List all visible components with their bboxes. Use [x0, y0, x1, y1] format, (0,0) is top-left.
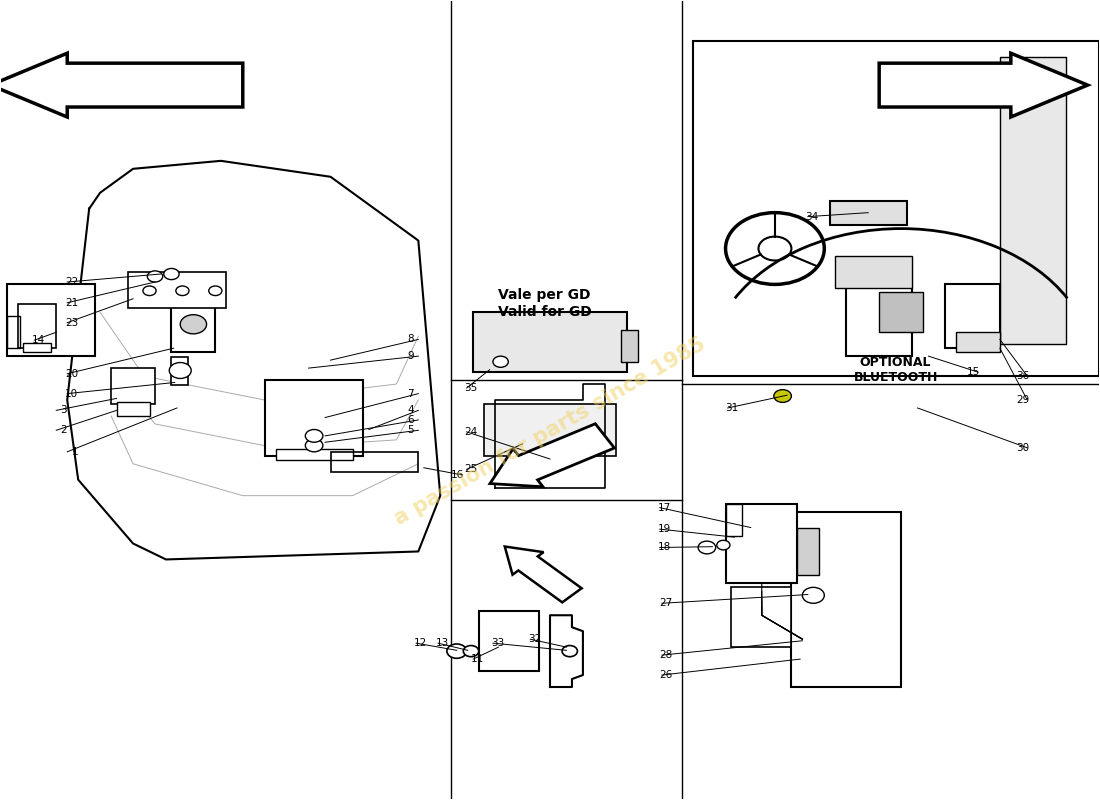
Circle shape	[447, 644, 466, 658]
FancyArrow shape	[0, 54, 243, 117]
Circle shape	[493, 356, 508, 367]
Bar	[128, 273, 227, 308]
Bar	[111, 368, 155, 404]
Circle shape	[541, 458, 559, 470]
Bar	[331, 452, 418, 472]
Text: 30: 30	[1016, 443, 1030, 453]
Text: 35: 35	[464, 383, 477, 393]
Bar	[835, 257, 912, 288]
Text: 3: 3	[60, 406, 67, 415]
Text: 19: 19	[658, 524, 671, 534]
Bar	[846, 261, 912, 356]
Circle shape	[306, 439, 323, 452]
Bar	[484, 404, 616, 456]
FancyArrow shape	[505, 546, 582, 602]
Text: 21: 21	[65, 298, 78, 308]
Text: OPTIONAL
BLUETOOTH: OPTIONAL BLUETOOTH	[854, 356, 938, 384]
FancyArrow shape	[490, 424, 615, 486]
Text: 10: 10	[65, 389, 78, 398]
Text: 20: 20	[65, 369, 78, 378]
Text: 9: 9	[407, 351, 414, 361]
Circle shape	[169, 362, 191, 378]
Text: 15: 15	[967, 367, 980, 377]
Text: 14: 14	[32, 335, 45, 346]
Bar	[829, 201, 906, 225]
Polygon shape	[67, 161, 440, 559]
Text: 13: 13	[436, 638, 449, 648]
Text: 22: 22	[65, 277, 78, 287]
Text: 32: 32	[528, 634, 541, 644]
Text: 7: 7	[407, 389, 414, 398]
Circle shape	[180, 314, 207, 334]
Text: 23: 23	[65, 318, 78, 328]
Text: 24: 24	[464, 427, 477, 437]
Polygon shape	[550, 615, 583, 687]
Text: 5: 5	[407, 426, 414, 435]
Circle shape	[164, 269, 179, 280]
Text: 25: 25	[464, 464, 477, 474]
Text: 36: 36	[1016, 371, 1030, 381]
Bar	[276, 450, 352, 460]
Text: 29: 29	[1016, 395, 1030, 405]
Text: 28: 28	[660, 650, 673, 660]
Text: 1: 1	[72, 447, 78, 457]
Text: 34: 34	[805, 212, 818, 222]
Circle shape	[147, 271, 163, 282]
Bar	[265, 380, 363, 456]
Text: 27: 27	[660, 598, 673, 608]
Bar	[172, 296, 216, 352]
Text: 18: 18	[658, 542, 671, 553]
Text: 33: 33	[491, 638, 504, 648]
Bar	[23, 342, 51, 352]
Text: 17: 17	[658, 502, 671, 513]
Text: 11: 11	[471, 654, 484, 664]
Bar	[796, 527, 818, 575]
Polygon shape	[495, 384, 605, 488]
Text: 4: 4	[407, 406, 414, 415]
Text: 31: 31	[726, 403, 739, 413]
Bar	[726, 504, 742, 535]
Bar	[945, 285, 1000, 348]
Bar	[473, 312, 627, 372]
Circle shape	[562, 646, 578, 657]
Bar	[621, 330, 638, 362]
Bar	[18, 304, 56, 348]
Text: 26: 26	[660, 670, 673, 680]
Text: 16: 16	[451, 470, 464, 480]
Bar	[879, 292, 923, 332]
Circle shape	[306, 430, 323, 442]
Bar	[895, 312, 917, 324]
Circle shape	[802, 587, 824, 603]
Text: a passion for parts since 1985: a passion for parts since 1985	[390, 334, 710, 530]
Circle shape	[717, 540, 730, 550]
Bar	[7, 285, 95, 356]
Text: 12: 12	[414, 638, 427, 648]
Circle shape	[773, 390, 791, 402]
Text: 6: 6	[407, 415, 414, 425]
Bar	[956, 332, 1000, 352]
Circle shape	[698, 541, 716, 554]
Bar	[732, 587, 791, 647]
Circle shape	[463, 646, 478, 657]
Text: Vale per GD
Valid for GD: Vale per GD Valid for GD	[497, 288, 592, 318]
Bar	[117, 402, 150, 416]
FancyArrow shape	[879, 54, 1088, 117]
Text: 8: 8	[407, 334, 414, 345]
Polygon shape	[1000, 57, 1066, 344]
Bar	[791, 512, 901, 687]
Text: 2: 2	[60, 426, 67, 435]
Bar	[693, 42, 1099, 376]
Bar	[726, 504, 796, 583]
Bar	[7, 316, 20, 348]
Bar	[478, 611, 539, 671]
Bar	[172, 357, 188, 385]
